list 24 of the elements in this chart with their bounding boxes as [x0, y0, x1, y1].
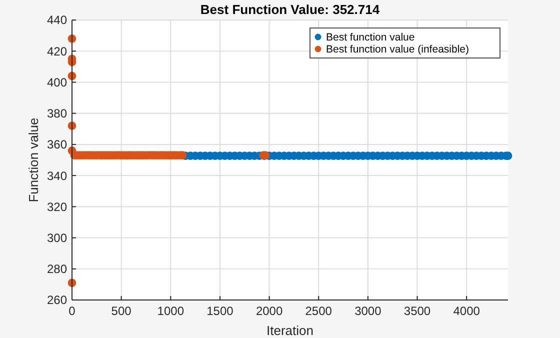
x-tick-label: 3500 [404, 304, 431, 318]
y-tick-label: 420 [46, 44, 68, 58]
legend-label: Best function value [326, 32, 415, 44]
y-tick-label: 320 [46, 200, 68, 214]
y-tick-label: 440 [46, 13, 68, 28]
x-tick-label: 1000 [157, 304, 184, 318]
y-axis-title: Function value [26, 118, 41, 202]
x-tick-label: 2000 [256, 304, 283, 318]
x-axis-title: Iteration [266, 323, 314, 338]
y-tick-label: 400 [46, 75, 68, 90]
y-tick-label: 260 [46, 293, 68, 308]
x-tick-label: 4000 [453, 304, 480, 318]
y-tick-label: 300 [46, 230, 68, 245]
y-tick-label: 340 [46, 168, 68, 183]
legend-label: Best function value (infeasible) [326, 44, 469, 56]
y-tick-label: 380 [46, 106, 68, 121]
chart-title: Best Function Value: 352.714 [200, 2, 380, 17]
x-tick-label: 0 [68, 304, 76, 318]
x-tick-label: 3000 [354, 304, 382, 318]
y-tick-label: 280 [46, 262, 68, 276]
y-tick-label: 360 [46, 138, 68, 152]
x-tick-label: 500 [111, 304, 132, 318]
x-tick-label: 2500 [305, 304, 332, 318]
x-tick-label: 1500 [206, 304, 234, 318]
